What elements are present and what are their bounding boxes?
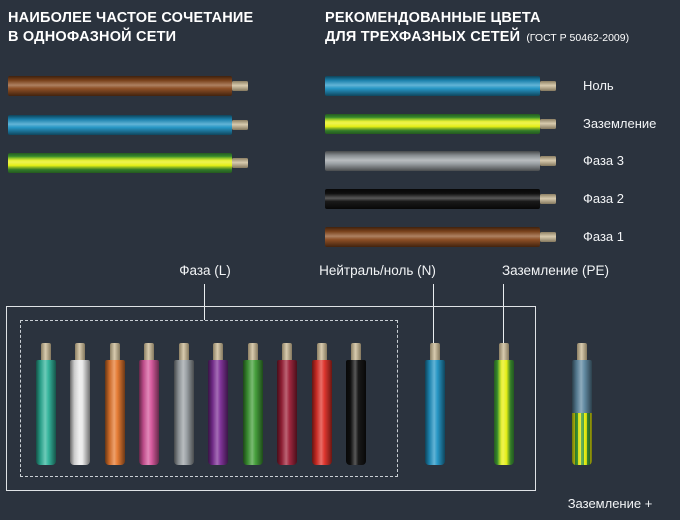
wire-tip — [41, 343, 51, 361]
wire-tip — [577, 343, 587, 361]
wire-body — [312, 360, 332, 465]
wire-tip — [540, 156, 556, 166]
wire-body — [8, 76, 232, 96]
phase-wires-dashed-box — [20, 320, 398, 477]
wire-body — [325, 151, 540, 171]
three-phase-title-line2-text: ДЛЯ ТРЕХФАЗНЫХ СЕТЕЙ — [325, 29, 521, 45]
three-phase-title-line1: РЕКОМЕНДОВАННЫЕ ЦВЕТА — [325, 10, 541, 26]
wire-label: Фаза 1 — [583, 229, 624, 244]
wire-label: Фаза 3 — [583, 153, 624, 168]
wire-label: Фаза 2 — [583, 191, 624, 206]
neutral-pointer-line — [433, 284, 434, 344]
phase-pointer-line — [204, 284, 205, 320]
wire-tip — [232, 81, 248, 91]
wire-body — [325, 227, 540, 247]
wire-body — [425, 360, 445, 465]
three-phase-title-line2: ДЛЯ ТРЕХФАЗНЫХ СЕТЕЙ (ГОСТ Р 50462-2009) — [325, 28, 629, 48]
wire-tip — [232, 120, 248, 130]
neutral-label: Нейтраль/ноль (N) — [319, 263, 436, 278]
wire-body — [208, 360, 228, 465]
wire-tip — [540, 81, 556, 91]
three-phase-title: РЕКОМЕНДОВАННЫЕ ЦВЕТА ДЛЯ ТРЕХФАЗНЫХ СЕТ… — [325, 9, 629, 48]
pen-wire-striped-segment — [572, 413, 592, 465]
wire-body — [36, 360, 56, 465]
pen-wire-blue-segment — [572, 360, 592, 413]
wire-body — [494, 360, 514, 465]
wire-body — [325, 114, 540, 134]
phase-label: Фаза (L) — [179, 263, 231, 278]
wire-body — [243, 360, 263, 465]
earth-plus-label: Заземление + — [567, 496, 653, 511]
single-phase-title: НАИБОЛЕЕ ЧАСТОЕ СОЧЕТАНИЕ В ОДНОФАЗНОЙ С… — [8, 9, 253, 47]
wire-tip — [75, 343, 85, 361]
wire-tip — [540, 232, 556, 242]
wire-tip — [144, 343, 154, 361]
wire-tip — [430, 343, 440, 361]
wire-tip — [282, 343, 292, 361]
wire-tip — [232, 158, 248, 168]
single-phase-title-line1: НАИБОЛЕЕ ЧАСТОЕ СОЧЕТАНИЕ — [8, 10, 254, 26]
gost-standard-note: (ГОСТ Р 50462-2009) — [526, 32, 630, 44]
wire-body — [346, 360, 366, 465]
wire-tip — [540, 194, 556, 204]
earth-pointer-line — [503, 284, 504, 344]
wire-tip — [351, 343, 361, 361]
wire-tip — [213, 343, 223, 361]
wire-tip — [110, 343, 120, 361]
wire-body — [8, 153, 232, 173]
wire-body — [325, 189, 540, 209]
wire-body — [105, 360, 125, 465]
wire-body — [277, 360, 297, 465]
wire-tip — [248, 343, 258, 361]
wire-tip — [540, 119, 556, 129]
wire-label: Ноль — [583, 78, 614, 93]
wire-tip — [499, 343, 509, 361]
wire-body — [174, 360, 194, 465]
wire-body — [139, 360, 159, 465]
wire-body — [8, 115, 232, 135]
wire-tip — [179, 343, 189, 361]
single-phase-title-line2: В ОДНОФАЗНОЙ СЕТИ — [8, 29, 177, 45]
wire-label: Заземление — [583, 116, 657, 131]
earth-label: Заземление (PE) — [502, 263, 609, 278]
wire-body — [325, 76, 540, 96]
wire-body — [70, 360, 90, 465]
cable-group-box — [6, 306, 536, 491]
wire-tip — [317, 343, 327, 361]
